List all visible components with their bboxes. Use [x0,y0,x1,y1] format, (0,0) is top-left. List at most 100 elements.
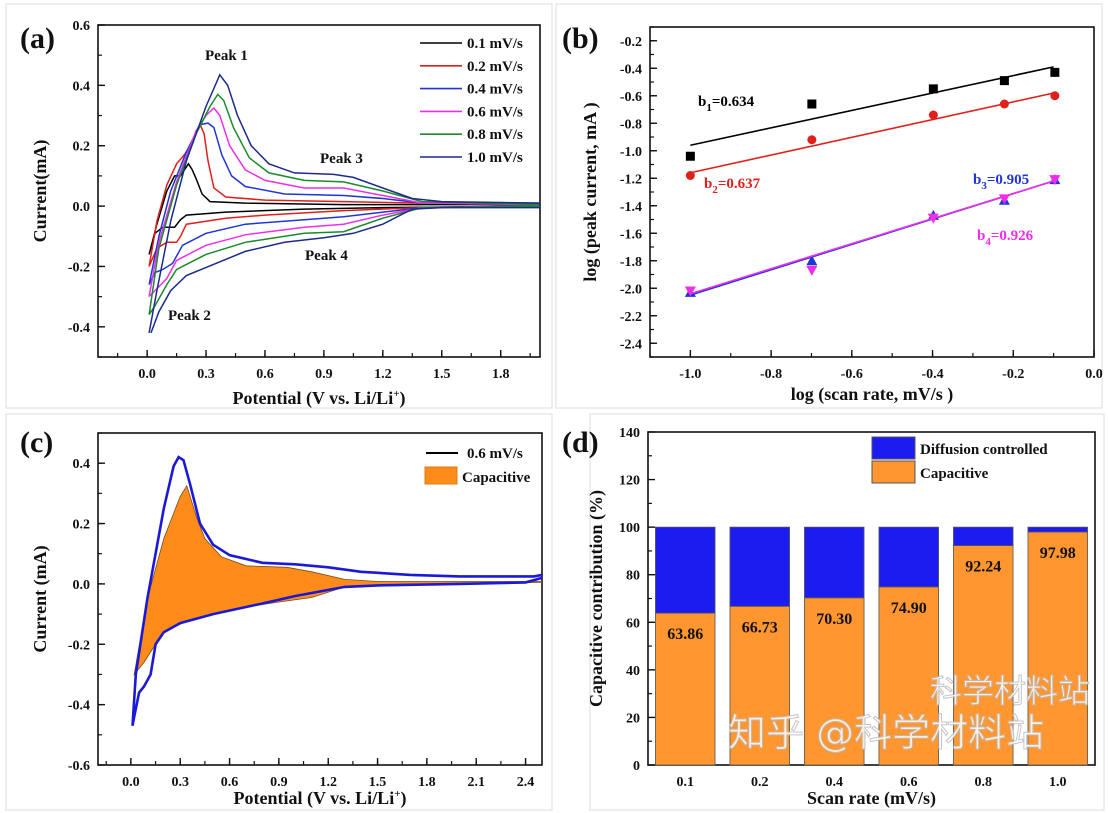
legend-label: 0.6 mV/s [467,104,523,120]
y-tick-label: -0.6 [68,759,90,774]
y-tick-label: 0.2 [73,140,91,155]
y-tick-label: -1.8 [620,255,642,270]
data-point-triangle-down [998,194,1010,205]
x-tick-label: 1.5 [369,775,387,790]
data-point-square [999,76,1009,86]
y-tick-label: 0.2 [73,518,91,533]
data-point-circle [685,171,695,180]
slope-label: b4=0.926 [977,228,1034,248]
x-tick-label: -1.0 [679,367,701,382]
bar-diffusion [1027,526,1088,533]
bar-diffusion [878,526,939,588]
panel-b-border [555,3,1103,409]
x-tick-label: 0.1 [677,775,695,790]
panel-c: 0.0 0.3 0.6 0.9 1.2 1.5 1.8 2.1 2.4 -0.6 -0.4 -0.2 0… [5,413,553,811]
fit-line [690,66,1054,147]
x-tick-label: 0.8 [975,775,993,790]
y-tick-label: -0.4 [620,62,642,77]
peak-annotation: Peak 3 [320,151,363,167]
legend-label: Diffusion controlled [920,442,1048,458]
bar-capacitive [953,545,1014,766]
panel-c-plot-frame [97,432,543,766]
panel-label: (b) [562,22,599,55]
panel-b: -1.0 -0.8 -0.6 -0.4 -0.2 0.0 -2.4 -2.2 -2.0 -1.8 -… [555,3,1103,409]
y-tick-label: -1.4 [620,200,642,215]
y-tick-label: -1.0 [620,145,642,160]
x-tick-label: 0.2 [751,775,769,790]
data-point-square [807,99,817,109]
panel-a-border [5,3,553,409]
plot-area [131,455,542,727]
watermark-text-2: 科学材料站 [930,672,1090,710]
cv-curve [148,106,540,298]
y-tick-label: -2.2 [620,310,642,325]
slope-subscript: 2 [712,184,718,196]
x-tick-label: 2.4 [517,775,535,790]
x-tick-label: 1.0 [1049,775,1067,790]
data-point-triangle-down [684,286,696,297]
x-tick-label: -0.4 [921,367,943,382]
peak-annotation: Peak 4 [305,248,348,264]
x-tick-label: 0.6 [256,367,274,382]
y-tick-label: 140 [619,426,640,441]
bar-capacitive [729,605,790,766]
legend-label: Capacitive [920,466,989,482]
y-axis-title: Current(mA) [30,140,51,243]
panel-label: (a) [20,22,55,55]
legend-label: 0.6 mV/s [467,446,523,462]
bar-capacitive [1027,531,1088,766]
x-axis-title: Potential (V vs. Li/Li+) [234,788,407,809]
slope-value: =0.905 [987,172,1029,188]
data-point-circle [807,135,817,145]
slope-subscript: 3 [981,180,987,192]
y-tick-label: -1.6 [620,227,642,242]
data-point-square [1050,67,1060,77]
y-tick-label: -0.2 [68,260,90,275]
x-tick-label: 0.9 [270,775,288,790]
bar-value-label: 74.90 [891,600,927,617]
panel-d-border [589,413,1105,811]
y-tick-label: 40 [626,664,640,679]
x-tick-label: 1.2 [374,367,392,382]
y-tick-label: 100 [619,521,640,536]
slope-value: =0.637 [718,176,761,192]
x-tick-label: 1.5 [433,367,451,382]
bar-value-label: 66.73 [742,619,778,636]
x-tick-label: 1.8 [492,367,510,382]
panel-a-plot-frame [97,24,541,358]
fit-line [690,180,1054,295]
bar-value-label: 63.86 [667,626,703,643]
panel-label: (d) [562,426,599,459]
x-axis-title: log (scan rate, mV/s ) [791,384,953,405]
y-tick-label: -0.2 [68,638,90,653]
y-tick-label: 0 [633,759,640,774]
peak-annotation: Peak 2 [168,308,211,324]
bar-diffusion [729,526,790,607]
x-tick-label: 2.1 [467,775,485,790]
bar-diffusion [953,526,1014,547]
slope-label: b3=0.905 [973,172,1029,192]
y-tick-label: -0.4 [68,699,90,714]
panel-c-border [5,413,553,811]
y-tick-label: 0.6 [73,19,91,34]
x-tick-label: 0.6 [900,775,918,790]
x-tick-label: 0.4 [826,775,844,790]
slope-subscript: 4 [985,236,991,248]
data-point-circle [928,110,938,120]
y-axis-title: Capacitive contribution (%) [586,490,607,707]
x-tick-label: 0.0 [138,367,156,382]
slope-symbol: b [977,228,985,244]
slope-label: b1=0.634 [698,94,755,114]
slope-symbol: b [698,94,706,110]
x-axis-title: Scan rate (mV/s) [807,788,936,809]
y-tick-label: -0.4 [68,321,90,336]
y-tick-label: -0.2 [620,35,642,50]
y-axis-title: Current (mA) [30,545,51,652]
y-tick-label: 120 [619,474,640,489]
x-tick-label: 0.6 [221,775,239,790]
legend-label: 0.1 mV/s [467,36,523,52]
x-tick-label: 1.2 [319,775,337,790]
legend-label: 0.2 mV/s [467,59,523,75]
slope-symbol: b [973,172,981,188]
